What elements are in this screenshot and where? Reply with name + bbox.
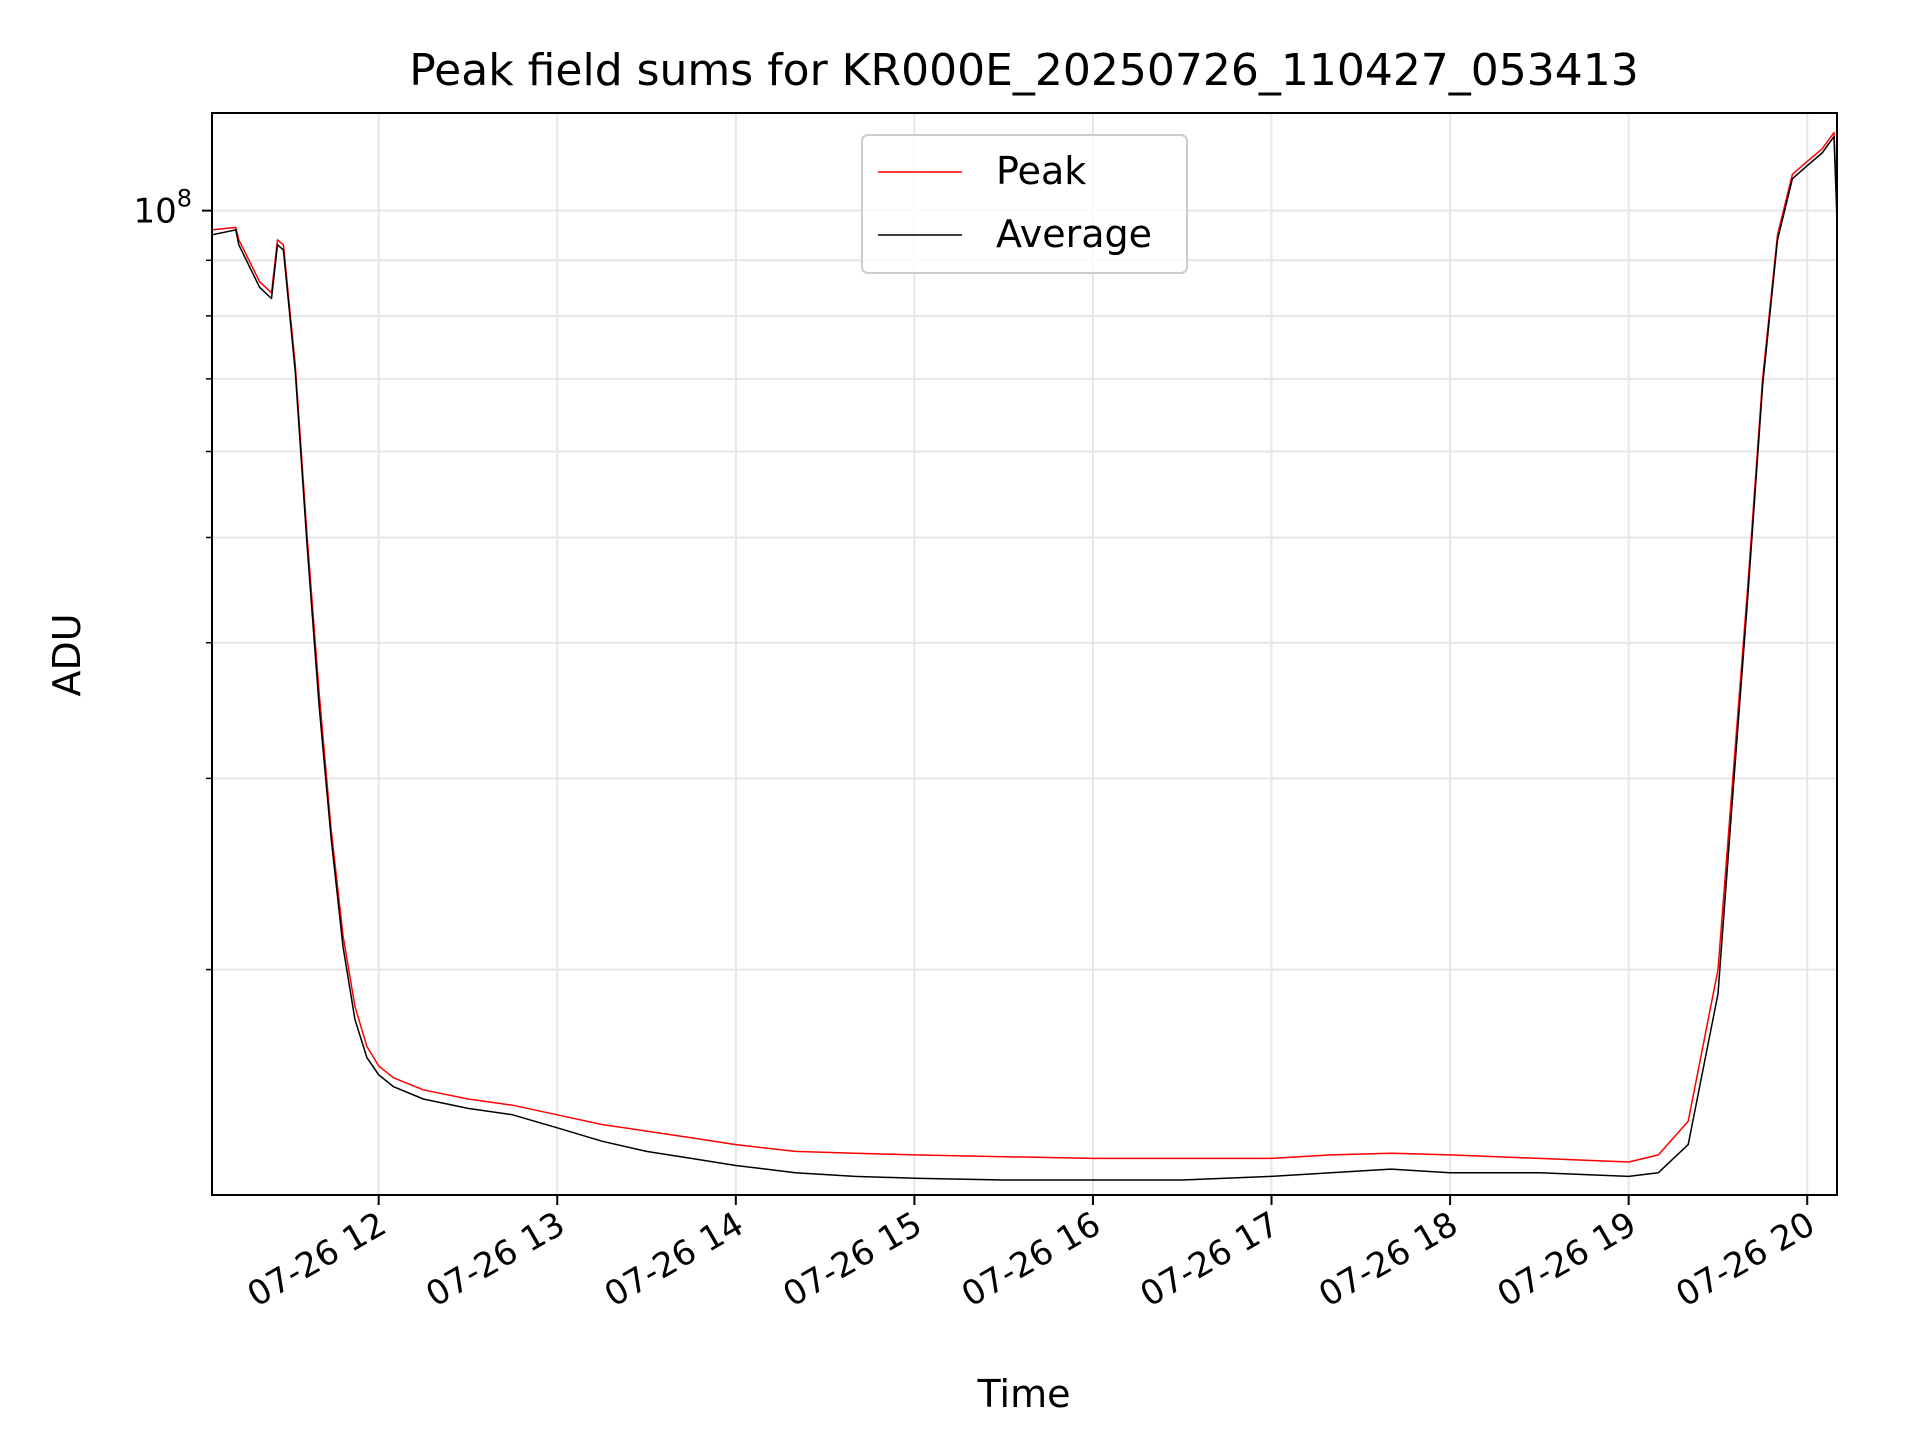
x-axis-label: Time xyxy=(977,1372,1071,1416)
y-axis-label: ADU xyxy=(45,613,89,696)
plot-frame xyxy=(211,112,1838,1196)
series-line-average xyxy=(211,135,1838,1181)
y-tick-label: 108 xyxy=(133,185,192,232)
legend: Peak Average xyxy=(861,134,1188,274)
legend-label-average: Average xyxy=(996,212,1152,256)
legend-label-peak: Peak xyxy=(996,149,1086,193)
grid xyxy=(212,113,1837,1195)
legend-box xyxy=(861,134,1188,274)
series-layer xyxy=(211,131,1838,1181)
chart-title: Peak field sums for KR000E_20250726_1104… xyxy=(409,45,1639,96)
ticks xyxy=(202,209,1809,1205)
